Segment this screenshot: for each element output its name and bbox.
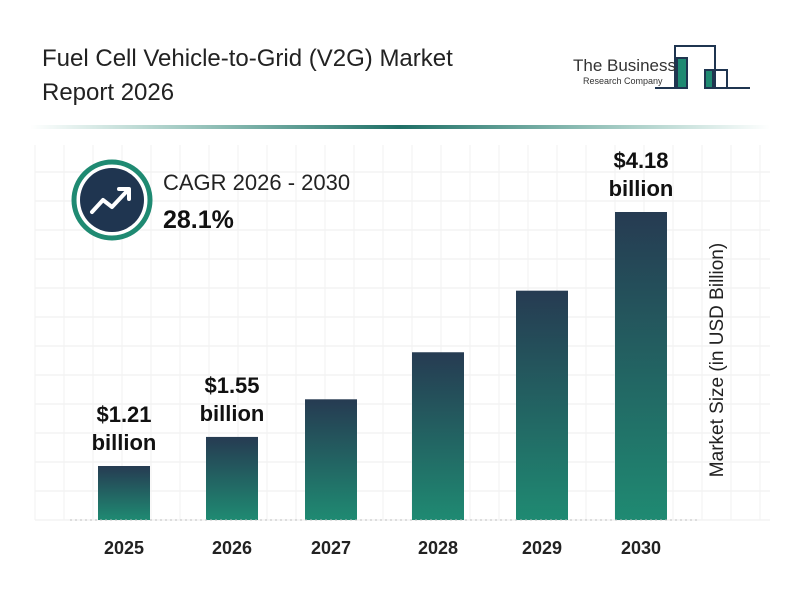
bar-2026	[206, 436, 258, 520]
cagr-value: 28.1%	[163, 206, 234, 234]
cagr-badge-icon	[71, 159, 153, 241]
logo-text-sub: Research Company	[583, 76, 663, 86]
data-label: $4.18	[613, 148, 668, 173]
x-tick-label: 2026	[212, 538, 252, 558]
page-title: Fuel Cell Vehicle-to-Grid (V2G) Market R…	[42, 42, 542, 110]
title-line-1: Fuel Cell Vehicle-to-Grid (V2G) Market	[42, 45, 453, 72]
bar-2030	[615, 212, 667, 520]
bar-2028	[412, 352, 464, 520]
x-tick-label: 2027	[311, 538, 351, 558]
cagr-label: CAGR 2026 - 2030	[163, 170, 351, 195]
y-axis-label: Market Size (in USD Billion)	[707, 242, 728, 478]
header-divider	[30, 125, 770, 129]
x-tick-label: 2029	[522, 538, 562, 558]
data-label: $1.55	[204, 373, 259, 398]
x-tick-label: 2030	[621, 538, 661, 558]
bar-2029	[516, 290, 568, 520]
data-label: billion	[200, 401, 265, 426]
title-line-2: Report 2026	[42, 79, 175, 106]
logo-text-main: The Business	[573, 56, 676, 75]
data-label: billion	[609, 176, 674, 201]
data-label: billion	[92, 430, 157, 455]
x-tick-label: 2025	[104, 538, 144, 558]
company-logo: The Business Research Company	[565, 34, 755, 94]
data-label: $1.21	[96, 402, 151, 427]
logo-buildings-icon	[655, 45, 750, 89]
bar-2025	[98, 466, 150, 520]
x-tick-label: 2028	[418, 538, 458, 558]
bar-2027	[305, 399, 357, 520]
